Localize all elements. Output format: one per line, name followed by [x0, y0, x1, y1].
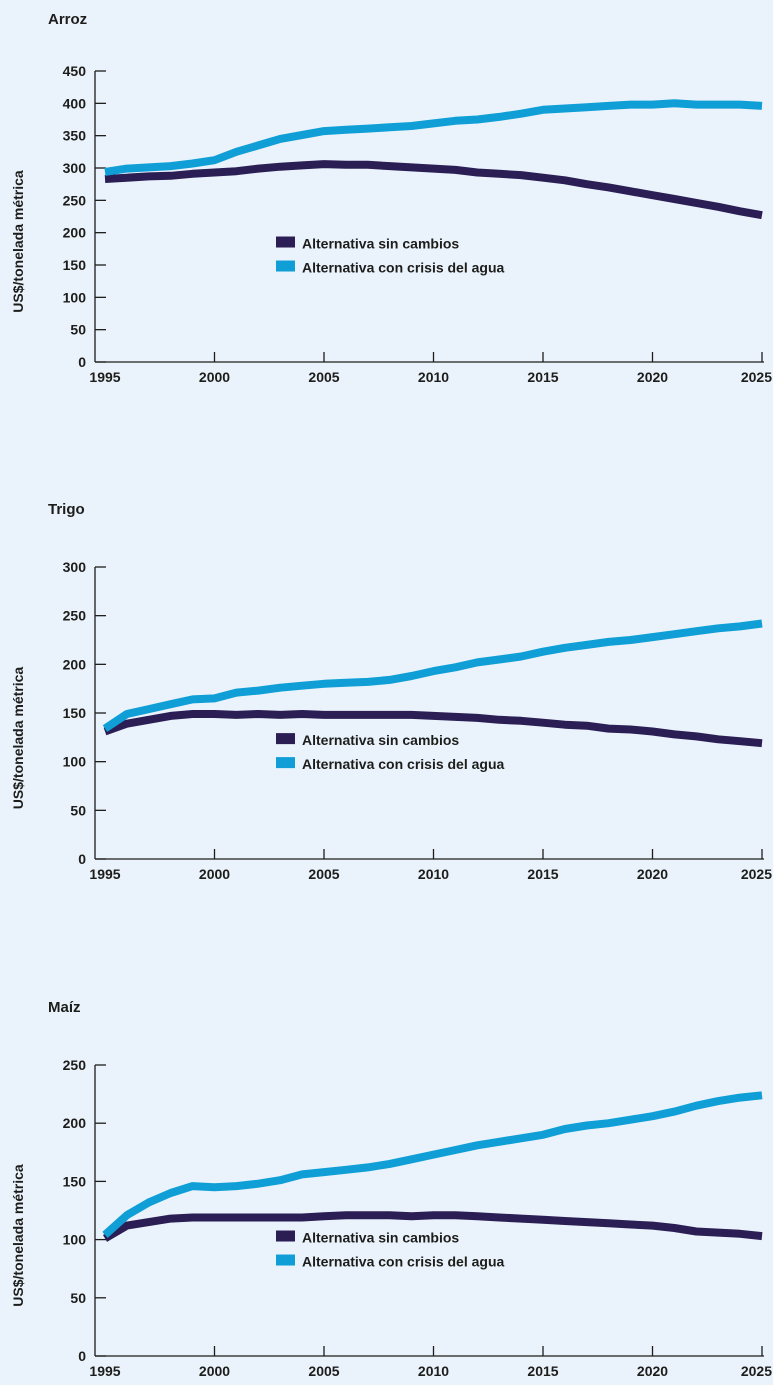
x-tick-label: 1995 — [89, 369, 120, 385]
x-tick-label: 2015 — [527, 369, 558, 385]
legend-label: Alternativa sin cambios — [302, 732, 459, 748]
x-tick-label: 2005 — [308, 1363, 339, 1379]
y-axis-label: US$/tonelada métrica — [10, 1164, 26, 1307]
y-tick-label: 200 — [63, 656, 87, 672]
series-line-crisis-agua — [102, 1091, 763, 1238]
legend-swatch — [276, 236, 295, 248]
chart-3: Maíz US$/tonelada métrica 0 50 100 150 200 250 1… — [10, 999, 772, 1379]
y-axis-label: US$/tonelada métrica — [10, 170, 26, 313]
series-line-sin-cambios — [104, 160, 763, 220]
y-tick-label: 100 — [63, 289, 87, 305]
x-tick-label: 2000 — [199, 369, 230, 385]
x-tick-label: 2005 — [308, 369, 339, 385]
x-tick-label: 1995 — [89, 866, 120, 882]
legend-label: Alternativa con crisis del agua — [302, 1254, 505, 1270]
y-tick-label: 200 — [63, 225, 87, 241]
y-tick-label: 100 — [63, 1232, 87, 1248]
y-tick-label: 150 — [63, 705, 87, 721]
legend-swatch — [276, 1254, 295, 1266]
chart-title: Arroz — [48, 11, 87, 28]
x-tick-label: 2020 — [637, 369, 668, 385]
y-tick-label: 0 — [78, 1348, 86, 1364]
y-tick-label: 450 — [63, 63, 87, 79]
x-tick-label: 2010 — [418, 866, 449, 882]
legend-label: Alternativa sin cambios — [302, 1230, 459, 1246]
x-tick-label: 2025 — [741, 1363, 772, 1379]
series-line-crisis-agua — [102, 619, 763, 732]
y-tick-label: 50 — [70, 322, 86, 338]
x-tick-label: 2015 — [527, 866, 558, 882]
x-tick-label: 1995 — [89, 1363, 120, 1379]
legend-swatch — [276, 733, 295, 745]
x-tick-label: 2005 — [308, 866, 339, 882]
x-tick-label: 2000 — [199, 1363, 230, 1379]
series-line-sin-cambios — [103, 710, 763, 748]
y-tick-label: 350 — [63, 128, 87, 144]
chart-title: Maíz — [48, 999, 81, 1016]
chart-1: Arroz US$/tonelada métrica 0 50 100 150 200 250… — [10, 11, 772, 385]
y-tick-label: 200 — [63, 1115, 87, 1131]
chart-2: Trigo US$/tonelada métrica 0 50 100 150 200 250… — [10, 501, 772, 882]
legend-swatch — [276, 757, 295, 769]
y-tick-label: 0 — [78, 354, 86, 370]
x-tick-label: 2025 — [741, 369, 772, 385]
x-tick-label: 2025 — [741, 866, 772, 882]
x-tick-label: 2010 — [418, 1363, 449, 1379]
x-tick-label: 2020 — [637, 1363, 668, 1379]
y-tick-label: 250 — [63, 608, 87, 624]
legend-swatch — [276, 260, 295, 272]
x-tick-label: 2010 — [418, 369, 449, 385]
x-tick-label: 2015 — [527, 1363, 558, 1379]
legend-label: Alternativa sin cambios — [302, 236, 459, 252]
y-tick-label: 150 — [63, 257, 87, 273]
y-axis-label: US$/tonelada métrica — [10, 667, 26, 810]
chart-title: Trigo — [48, 501, 85, 518]
y-tick-label: 300 — [63, 160, 87, 176]
y-tick-label: 250 — [63, 1057, 87, 1073]
x-tick-label: 2020 — [637, 866, 668, 882]
y-tick-label: 50 — [70, 1290, 86, 1306]
x-tick-label: 2000 — [199, 866, 230, 882]
y-tick-label: 150 — [63, 1173, 87, 1189]
legend-label: Alternativa con crisis del agua — [302, 260, 505, 276]
y-tick-label: 100 — [63, 754, 87, 770]
y-tick-label: 300 — [63, 559, 87, 575]
y-tick-label: 0 — [78, 851, 86, 867]
y-tick-label: 250 — [63, 192, 87, 208]
y-tick-label: 400 — [63, 95, 87, 111]
legend-swatch — [276, 1230, 295, 1242]
series-line-sin-cambios — [102, 1211, 763, 1242]
legend-label: Alternativa con crisis del agua — [302, 756, 505, 772]
series-line-crisis-agua — [104, 99, 763, 176]
y-tick-label: 50 — [70, 802, 86, 818]
